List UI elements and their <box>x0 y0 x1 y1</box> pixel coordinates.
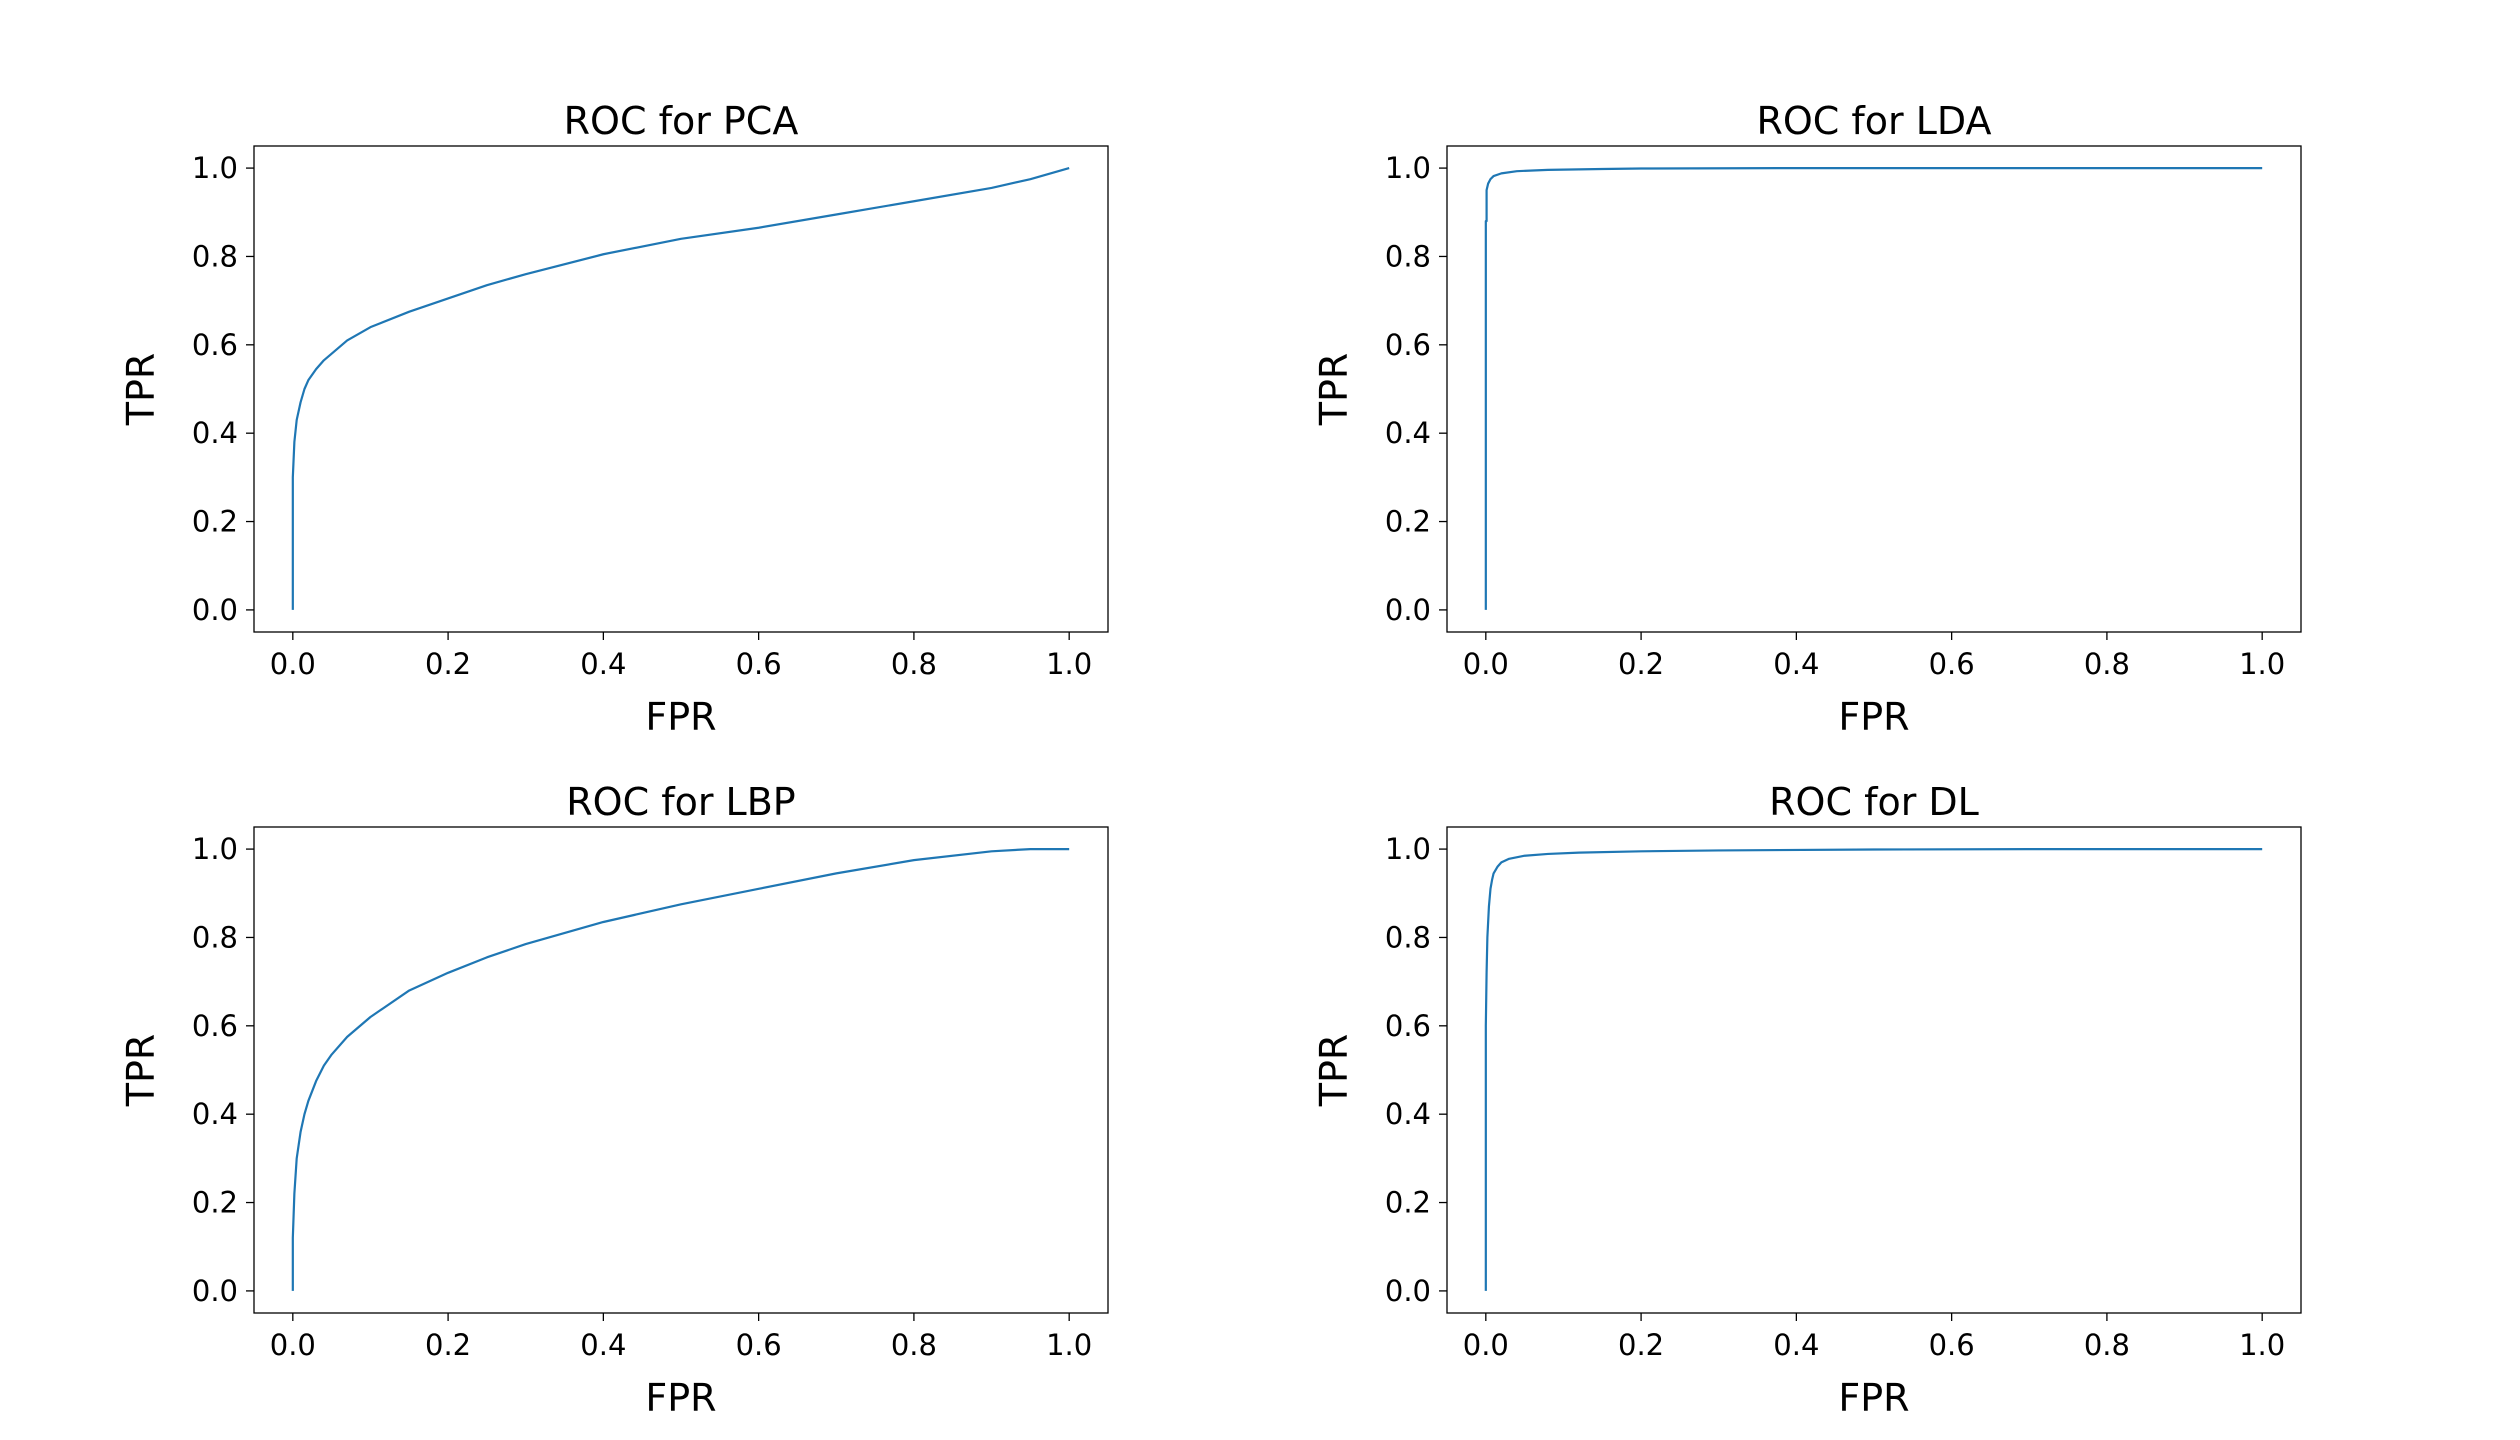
y-tick-label: 0.6 <box>1385 328 1431 362</box>
y-axis-label: TPR <box>119 353 163 427</box>
x-tick-label: 0.2 <box>425 647 471 681</box>
y-tick-label: 0.8 <box>1385 920 1431 954</box>
x-tick-label: 1.0 <box>2239 1328 2285 1362</box>
y-axis-label: TPR <box>119 1034 163 1108</box>
x-tick-label: 0.4 <box>580 647 626 681</box>
chart-title: ROC for LBP <box>566 780 795 824</box>
y-tick-label: 0.8 <box>192 239 238 273</box>
x-tick-label: 0.2 <box>1618 1328 1664 1362</box>
roc-curve <box>291 167 1070 610</box>
y-tick-label: 0.0 <box>192 1274 238 1308</box>
x-tick-label: 1.0 <box>1046 647 1092 681</box>
subplot-3: ROC for LBP 0.0 0.2 0.4 0.6 0.8 1.0 0.0 0.2 0.4 0.… <box>119 780 1109 1420</box>
subplot-1: ROC for PCA 0.0 0.2 0.4 0.6 0.8 1.0 0.0 0.2 0.4 0.… <box>119 99 1109 739</box>
y-tick-label: 0.8 <box>192 920 238 954</box>
x-axis-label: FPR <box>1838 1376 1909 1420</box>
plot-frame <box>1446 826 2302 1314</box>
y-axis-label: TPR <box>1312 353 1356 427</box>
x-tick-label: 0.0 <box>270 647 316 681</box>
x-tick-label: 0.8 <box>2084 647 2130 681</box>
y-tick-label: 0.0 <box>192 593 238 627</box>
y-tick-label: 0.4 <box>1385 1097 1431 1131</box>
roc-curve <box>1484 166 2263 610</box>
roc-curve <box>1484 847 2263 1291</box>
x-tick-label: 0.4 <box>1773 647 1819 681</box>
y-tick-label: 0.6 <box>192 1009 238 1043</box>
y-tick-label: 0.6 <box>192 328 238 362</box>
x-axis-label: FPR <box>1838 695 1909 739</box>
x-tick-label: 0.6 <box>736 647 782 681</box>
y-tick-label: 0.4 <box>192 1097 238 1131</box>
chart-title: ROC for PCA <box>564 99 799 143</box>
subplot-2: ROC for LDA 0.0 0.2 0.4 0.6 0.8 1.0 0.0 0.2 0.4 0.… <box>1312 99 2302 739</box>
y-tick-label: 0.2 <box>1385 1186 1431 1220</box>
x-tick-label: 0.4 <box>1773 1328 1819 1362</box>
plot-frame <box>253 826 1109 1314</box>
plot-frame <box>1446 145 2302 633</box>
y-tick-label: 1.0 <box>1385 151 1431 185</box>
x-axis-label: FPR <box>645 695 716 739</box>
y-tick-label: 1.0 <box>192 832 238 866</box>
subplot-4: ROC for DL 0.0 0.2 0.4 0.6 0.8 1.0 0.0 0.2 0.4 0.6… <box>1312 780 2302 1420</box>
x-axis-label: FPR <box>645 1376 716 1420</box>
x-tick-label: 0.2 <box>1618 647 1664 681</box>
x-tick-label: 0.4 <box>580 1328 626 1362</box>
x-tick-label: 0.0 <box>1463 1328 1509 1362</box>
y-tick-label: 0.2 <box>192 1186 238 1220</box>
x-tick-label: 1.0 <box>1046 1328 1092 1362</box>
y-tick-label: 0.2 <box>1385 505 1431 539</box>
x-tick-label: 0.8 <box>891 1328 937 1362</box>
chart-title: ROC for LDA <box>1756 99 1991 143</box>
y-tick-label: 0.8 <box>1385 239 1431 273</box>
y-tick-label: 0.4 <box>1385 416 1431 450</box>
y-tick-label: 0.4 <box>192 416 238 450</box>
y-tick-label: 1.0 <box>1385 832 1431 866</box>
y-tick-label: 0.0 <box>1385 593 1431 627</box>
x-tick-label: 0.8 <box>2084 1328 2130 1362</box>
y-tick-label: 0.6 <box>1385 1009 1431 1043</box>
x-tick-label: 0.6 <box>1929 647 1975 681</box>
y-tick-label: 1.0 <box>192 151 238 185</box>
y-tick-label: 0.0 <box>1385 1274 1431 1308</box>
x-tick-label: 1.0 <box>2239 647 2285 681</box>
x-tick-label: 0.2 <box>425 1328 471 1362</box>
x-tick-label: 0.6 <box>1929 1328 1975 1362</box>
x-tick-label: 0.8 <box>891 647 937 681</box>
x-tick-label: 0.0 <box>1463 647 1509 681</box>
y-axis-label: TPR <box>1312 1034 1356 1108</box>
roc-curve <box>291 847 1070 1291</box>
y-tick-label: 0.2 <box>192 505 238 539</box>
x-tick-label: 0.6 <box>736 1328 782 1362</box>
chart-title: ROC for DL <box>1769 780 1979 824</box>
plot-frame <box>253 145 1109 633</box>
x-tick-label: 0.0 <box>270 1328 316 1362</box>
